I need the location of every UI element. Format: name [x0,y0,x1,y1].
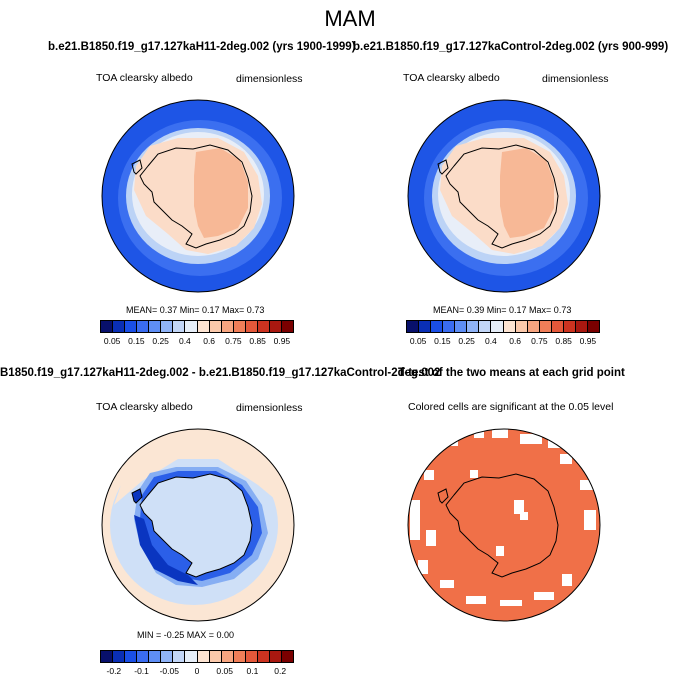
colorbar-tick-label: 0.25 [152,336,169,346]
colorbar-tick-label: 0.75 [225,336,242,346]
bottom-left-stats: MIN = -0.25 MAX = 0.00 [137,630,235,640]
colorbar-tick-label: 0.15 [434,336,451,346]
colorbar-swatch [185,651,198,662]
top-left-variable-label: TOA clearsky albedo [96,72,193,84]
top-left-stats: MEAN= 0.37 Min= 0.17 Max= 0.73 [126,305,265,315]
colorbar-swatch [233,321,246,332]
colorbar-tick-label: 0.4 [484,336,497,346]
colorbar-swatch [245,651,258,662]
colorbar-swatch [125,321,138,332]
colorbar-swatch [491,321,504,332]
colorbar-top-left-ticks: 0.05 0.15 0.25 0.4 0.6 0.75 0.85 0.95 [100,336,294,348]
colorbar-tick-label: 0.05 [216,666,233,676]
colorbar-tick-label: 0.95 [273,336,291,346]
colorbar-swatch [173,651,186,662]
colorbar-swatch [245,321,258,332]
colorbar-bottom-left-ticks: -0.2 -0.1 -0.05 0 0.05 0.1 0.2 [100,666,294,678]
colorbar-swatch [479,321,492,332]
colorbar-swatch [575,321,588,332]
colorbar-swatch [173,321,186,332]
colorbar-tick-label: 0.4 [178,336,191,346]
top-right-stats: MEAN= 0.39 Min= 0.17 Max= 0.73 [433,305,572,315]
colorbar-tick-label: -0.05 [159,666,179,676]
colorbar-top-right [406,320,600,333]
colorbar-swatch [161,321,174,332]
colorbar-swatch [587,321,599,332]
colorbar-swatch [443,321,456,332]
colorbar-swatch [161,651,174,662]
colorbar-tick-label: 0.2 [274,666,287,676]
colorbar-swatch [281,651,293,662]
colorbar-swatch [563,321,576,332]
colorbar-swatch [101,651,114,662]
colorbar-swatch [209,321,222,332]
colorbar-swatch [269,651,282,662]
colorbar-swatch [197,321,210,332]
top-right-variable-label: TOA clearsky albedo [403,72,500,84]
bottom-left-variable-label: TOA clearsky albedo [96,401,193,413]
bottom-right-case-title: T-test of the two means at each grid poi… [398,367,625,379]
colorbar-swatch [551,321,564,332]
colorbar-tick-label: 0.85 [249,336,266,346]
map-bottom-right-ttest [407,428,601,622]
top-right-case-title: b.e21.B1850.f19_g17.127kaControl-2deg.00… [353,41,669,53]
bottom-left-case-title: B1850.f19_g17.127kaH11-2deg.002 - b.e21.… [0,367,441,379]
colorbar-swatch [137,321,150,332]
colorbar-tick-label: -0.2 [106,666,122,676]
top-right-units-label: dimensionless [542,73,609,85]
colorbar-tick-label: 0.95 [579,336,597,346]
map-top-right [407,99,601,293]
colorbar-tick-label: 0.85 [555,336,572,346]
colorbar-swatch [101,321,114,332]
colorbar-swatch [197,651,210,662]
colorbar-swatch [281,321,293,332]
colorbar-swatch [257,321,270,332]
top-left-case-title: b.e21.B1850.f19_g17.127kaH11-2deg.002 (y… [48,41,356,53]
colorbar-swatch [233,651,246,662]
colorbar-swatch [419,321,432,332]
map-top-left [101,99,295,293]
colorbar-swatch [209,651,222,662]
colorbar-top-right-ticks: 0.05 0.15 0.25 0.4 0.6 0.75 0.85 0.95 [406,336,600,348]
colorbar-tick-label: 0.05 [409,336,427,346]
colorbar-swatch [455,321,468,332]
colorbar-swatch [221,321,234,332]
colorbar-swatch [113,321,126,332]
colorbar-swatch [269,321,282,332]
colorbar-tick-label: 0.15 [128,336,145,346]
colorbar-swatch [113,651,126,662]
colorbar-swatch [431,321,444,332]
colorbar-swatch [515,321,528,332]
colorbar-top-left [100,320,294,333]
bottom-right-significance-label: Colored cells are significant at the 0.0… [408,401,614,413]
colorbar-swatch [149,651,162,662]
colorbar-tick-label: 0.6 [203,336,216,346]
colorbar-tick-label: 0.1 [246,666,259,676]
colorbar-tick-label: 0.6 [509,336,522,346]
map-bottom-left-difference [101,428,295,622]
colorbar-swatch [137,651,150,662]
figure-title: MAM [324,6,376,31]
colorbar-swatch [539,321,552,332]
colorbar-swatch [503,321,516,332]
bottom-left-units-label: dimensionless [236,402,303,414]
colorbar-tick-label: 0.25 [458,336,475,346]
colorbar-bottom-left [100,650,294,663]
colorbar-tick-label: 0.05 [103,336,121,346]
colorbar-swatch [407,321,420,332]
top-left-units-label: dimensionless [236,73,303,85]
colorbar-tick-label: -0.1 [134,666,149,676]
colorbar-tick-label: 0.75 [531,336,548,346]
colorbar-swatch [185,321,198,332]
colorbar-swatch [149,321,162,332]
colorbar-tick-label: 0 [194,666,200,676]
colorbar-swatch [257,651,270,662]
colorbar-swatch [125,651,138,662]
colorbar-swatch [527,321,540,332]
colorbar-swatch [221,651,234,662]
colorbar-swatch [467,321,480,332]
